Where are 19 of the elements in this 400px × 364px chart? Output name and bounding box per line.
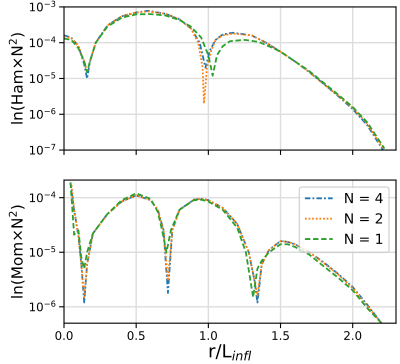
y-tick-label: 10$^{−6}$ bbox=[30, 300, 56, 312]
legend-label: N = 1 bbox=[345, 234, 382, 244]
x-tick-label: 0.0 bbox=[55, 331, 73, 340]
y-tick-label: 10$^{−6}$ bbox=[30, 108, 56, 119]
legend-label: N = 2 bbox=[345, 213, 382, 224]
legend-label: N = 4 bbox=[345, 193, 383, 204]
y-tick-label: 10$^{−5}$ bbox=[30, 246, 56, 257]
y-tick-label: 10$^{−4}$ bbox=[30, 36, 56, 48]
y-tick-label: 10$^{−5}$ bbox=[30, 72, 56, 84]
x-tick-label: 1.0 bbox=[200, 331, 217, 340]
x-tick-label: 2.0 bbox=[344, 331, 362, 340]
x-tick-label: 0.5 bbox=[128, 331, 145, 340]
y-tick-label: 10$^{−7}$ bbox=[30, 144, 56, 155]
y-tick-label: 10$^{−3}$ bbox=[30, 0, 56, 12]
x-tick-label: 1.5 bbox=[272, 331, 289, 340]
y-axis-title: ln(Ham×N$^{2}$) bbox=[8, 33, 25, 124]
y-axis-title: ln(Mom×N$^{2}$) bbox=[8, 206, 25, 298]
x-axis-title: r/L$_{infl}$ bbox=[210, 344, 252, 360]
y-tick-label: 10$^{−4}$ bbox=[30, 192, 56, 202]
